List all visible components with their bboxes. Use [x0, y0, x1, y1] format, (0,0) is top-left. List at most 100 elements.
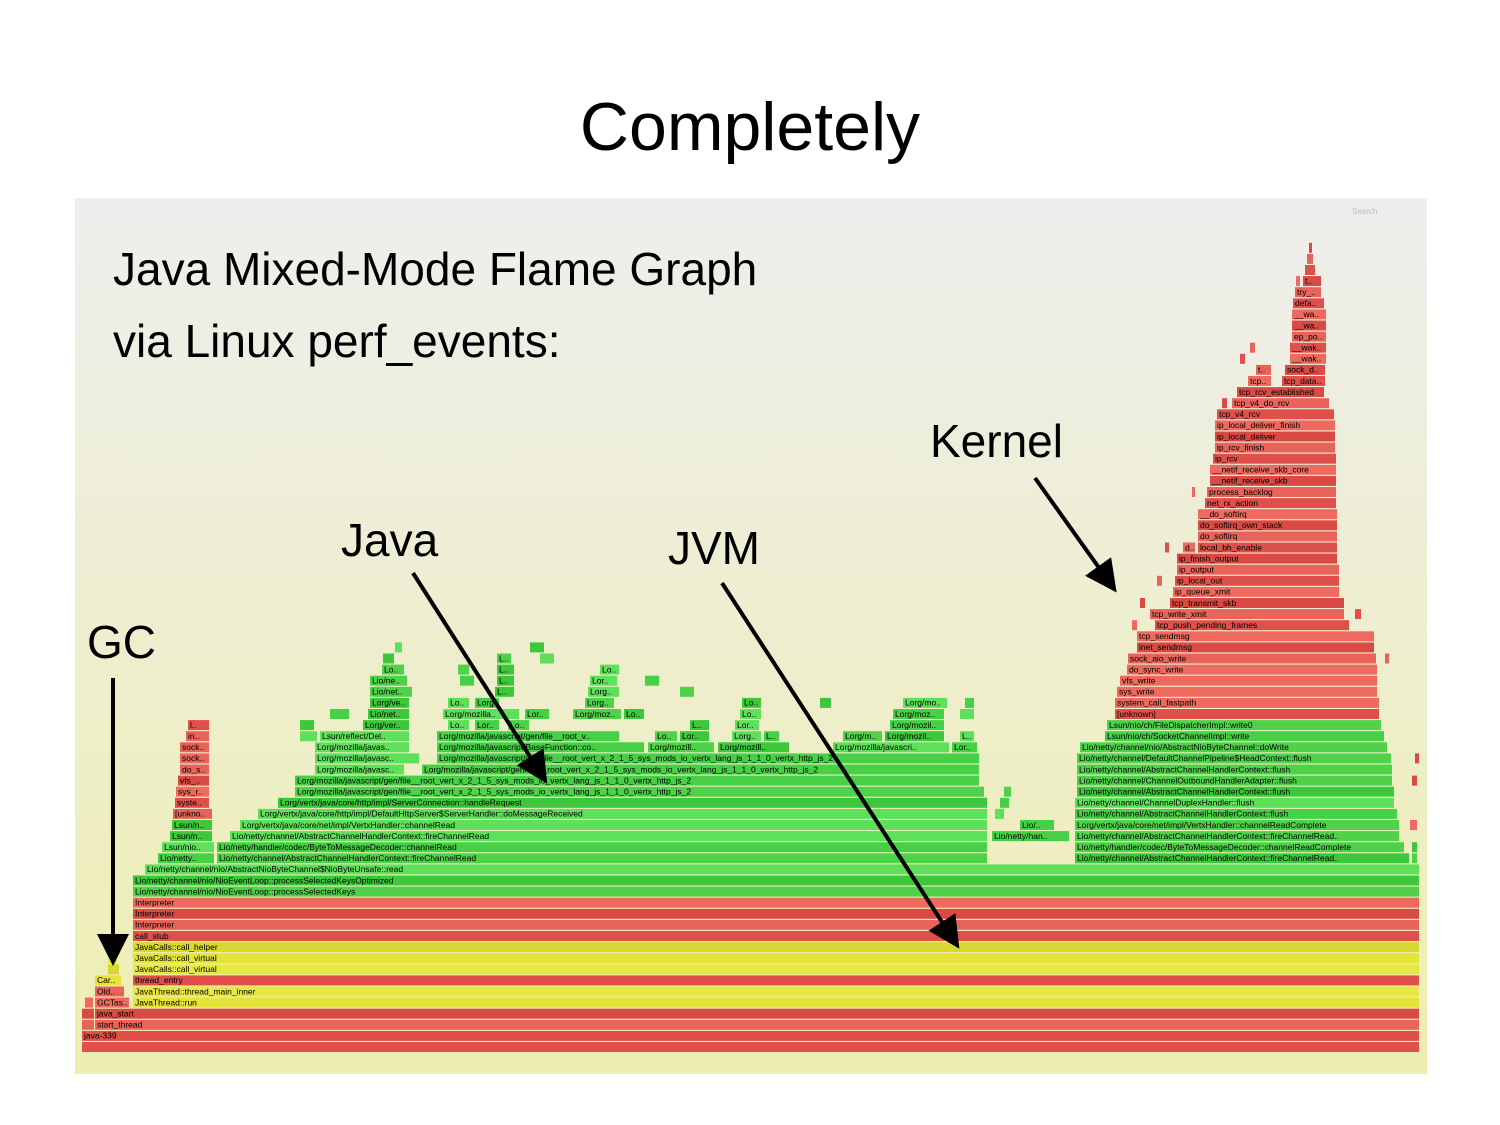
frame	[217, 842, 987, 853]
frame-label-clip: Interpreter	[135, 920, 174, 930]
frame	[1075, 820, 1399, 830]
frame	[133, 897, 1419, 908]
frame-label: __wa..	[1293, 309, 1319, 319]
frame-label: in..	[188, 731, 199, 741]
frame-label: tcp_v4_rcv	[1219, 409, 1261, 419]
frame-label-clip: Lorg/mo..	[905, 698, 941, 708]
frame-label-clip: Lorg/mozilla/javasc..	[317, 765, 394, 775]
frame-label-clip: Lo..	[450, 698, 464, 708]
frame-label: Car..	[97, 975, 115, 985]
frame	[315, 764, 404, 775]
subtitle: via Linux perf_events:	[113, 315, 561, 367]
frame-label: Lorg/moz..	[575, 709, 615, 719]
frame-label-clip: Lo..	[657, 731, 671, 741]
frame-label: sys_write	[1119, 687, 1155, 697]
frame-label: tcp..	[1250, 376, 1266, 386]
frame	[525, 709, 549, 719]
frame-label: Interpreter	[135, 909, 174, 919]
frame-label: ip_queue_xmit	[1175, 587, 1231, 597]
frame-label: L..	[499, 653, 508, 663]
frame-label: sock..	[182, 753, 204, 763]
frame-label: Interpreter	[135, 920, 174, 930]
frame	[448, 720, 469, 731]
frame-label-clip: d..	[1185, 543, 1194, 553]
frame-label-clip: l..	[190, 720, 197, 730]
frame-label: Lsun/reflect/Del..	[322, 731, 386, 741]
frame-label: call_stub	[135, 931, 169, 941]
frame	[1177, 553, 1337, 564]
frame-label-clip: in..	[188, 731, 199, 741]
frame-label: Lor..	[682, 731, 699, 741]
frame-label-clip: JavaCalls::call_virtual	[135, 964, 217, 974]
frame-label-clip: Lio/netty/channel/nio/AbstractNioByteCha…	[1082, 742, 1289, 752]
frame-label-clip: Lor..	[477, 720, 494, 730]
frame-label-clip: JavaCalls::call_virtual	[135, 953, 217, 963]
frame-label: __do_softirq	[1199, 509, 1247, 519]
frame-label: sock..	[182, 742, 204, 752]
frame-label: system_call_fastpath	[1117, 698, 1197, 708]
frame-label: Lio/netty/channel/ChannelOutboundHandler…	[1079, 775, 1297, 785]
frame-label: start_thread	[97, 1020, 143, 1030]
frame-label: __wak..	[1291, 342, 1321, 352]
frame-label: Lo..	[742, 709, 756, 719]
frame	[133, 986, 1419, 997]
frame	[437, 742, 644, 753]
frame-label-clip: ip_rcv_finish	[1217, 443, 1265, 453]
frame	[1215, 431, 1335, 442]
frame-label: [unkno..	[175, 809, 205, 819]
frame-label-clip: ip_local_out	[1177, 576, 1223, 586]
frame	[437, 753, 979, 764]
frame-label-clip: __netif_receive_skb	[1212, 476, 1288, 486]
frame	[1292, 320, 1326, 331]
search-button[interactable]: Search	[1352, 207, 1377, 216]
frame-label-clip: L..	[766, 731, 775, 741]
frame-label: Lorg..	[477, 698, 499, 708]
frame	[573, 709, 621, 719]
frame-label: l..	[190, 720, 197, 730]
frame-label: ip_rcv	[1215, 453, 1238, 463]
frame-label: net_rx_action	[1207, 498, 1258, 508]
frame-label: Lorg/m..	[845, 731, 876, 741]
frame	[1222, 398, 1227, 409]
frame	[740, 709, 761, 719]
frame-label-clip: tcp_push_pending_frames	[1157, 620, 1257, 630]
frame-label: tcp_data..	[1284, 376, 1321, 386]
frame	[1150, 609, 1344, 620]
frame	[497, 664, 514, 675]
frame-label: ep_po..	[1294, 331, 1322, 341]
frame-label-clip: Lio/netty/handler/codec/ByteToMessageDec…	[1077, 842, 1351, 852]
frame-label-clip: Lio/netty/channel/AbstractChannelHandler…	[1077, 831, 1339, 841]
frame	[1290, 353, 1326, 364]
frame-label-clip: thread_entry	[135, 975, 183, 985]
frame	[133, 942, 1419, 953]
annotation-label: Kernel	[930, 415, 1063, 467]
frame	[173, 808, 212, 819]
frame	[278, 797, 987, 808]
frame	[448, 697, 469, 708]
frame-label: Lorg/mozilla/javascri..	[835, 742, 917, 752]
frame-label-clip: system_call_fastpath	[1117, 698, 1197, 708]
frame	[820, 697, 831, 708]
frame-label: JavaCalls::call_virtual	[135, 953, 217, 963]
frame	[1075, 797, 1394, 808]
frame	[992, 831, 1069, 842]
frame	[1075, 853, 1409, 864]
frame-label-clip: Lorg/ve..	[372, 698, 405, 708]
frame-label: Lorg..	[590, 687, 612, 697]
frame	[1210, 464, 1336, 475]
frame-label: tcp_sendmsg	[1139, 631, 1190, 641]
frame-label-clip: __wa..	[1293, 309, 1319, 319]
frame	[1240, 353, 1245, 364]
frame	[258, 808, 987, 819]
frame	[1205, 498, 1336, 509]
frame	[903, 697, 947, 708]
frame-label-clip: Lor..	[592, 676, 609, 686]
frame	[370, 686, 412, 697]
frame	[1000, 797, 1009, 808]
frame	[1075, 842, 1404, 853]
frame-label: Lorg/mozilla/javas..	[317, 742, 390, 752]
frame	[133, 919, 1419, 930]
annotation-label: JVM	[668, 522, 760, 574]
frame	[1140, 598, 1145, 608]
frame	[1215, 420, 1335, 431]
